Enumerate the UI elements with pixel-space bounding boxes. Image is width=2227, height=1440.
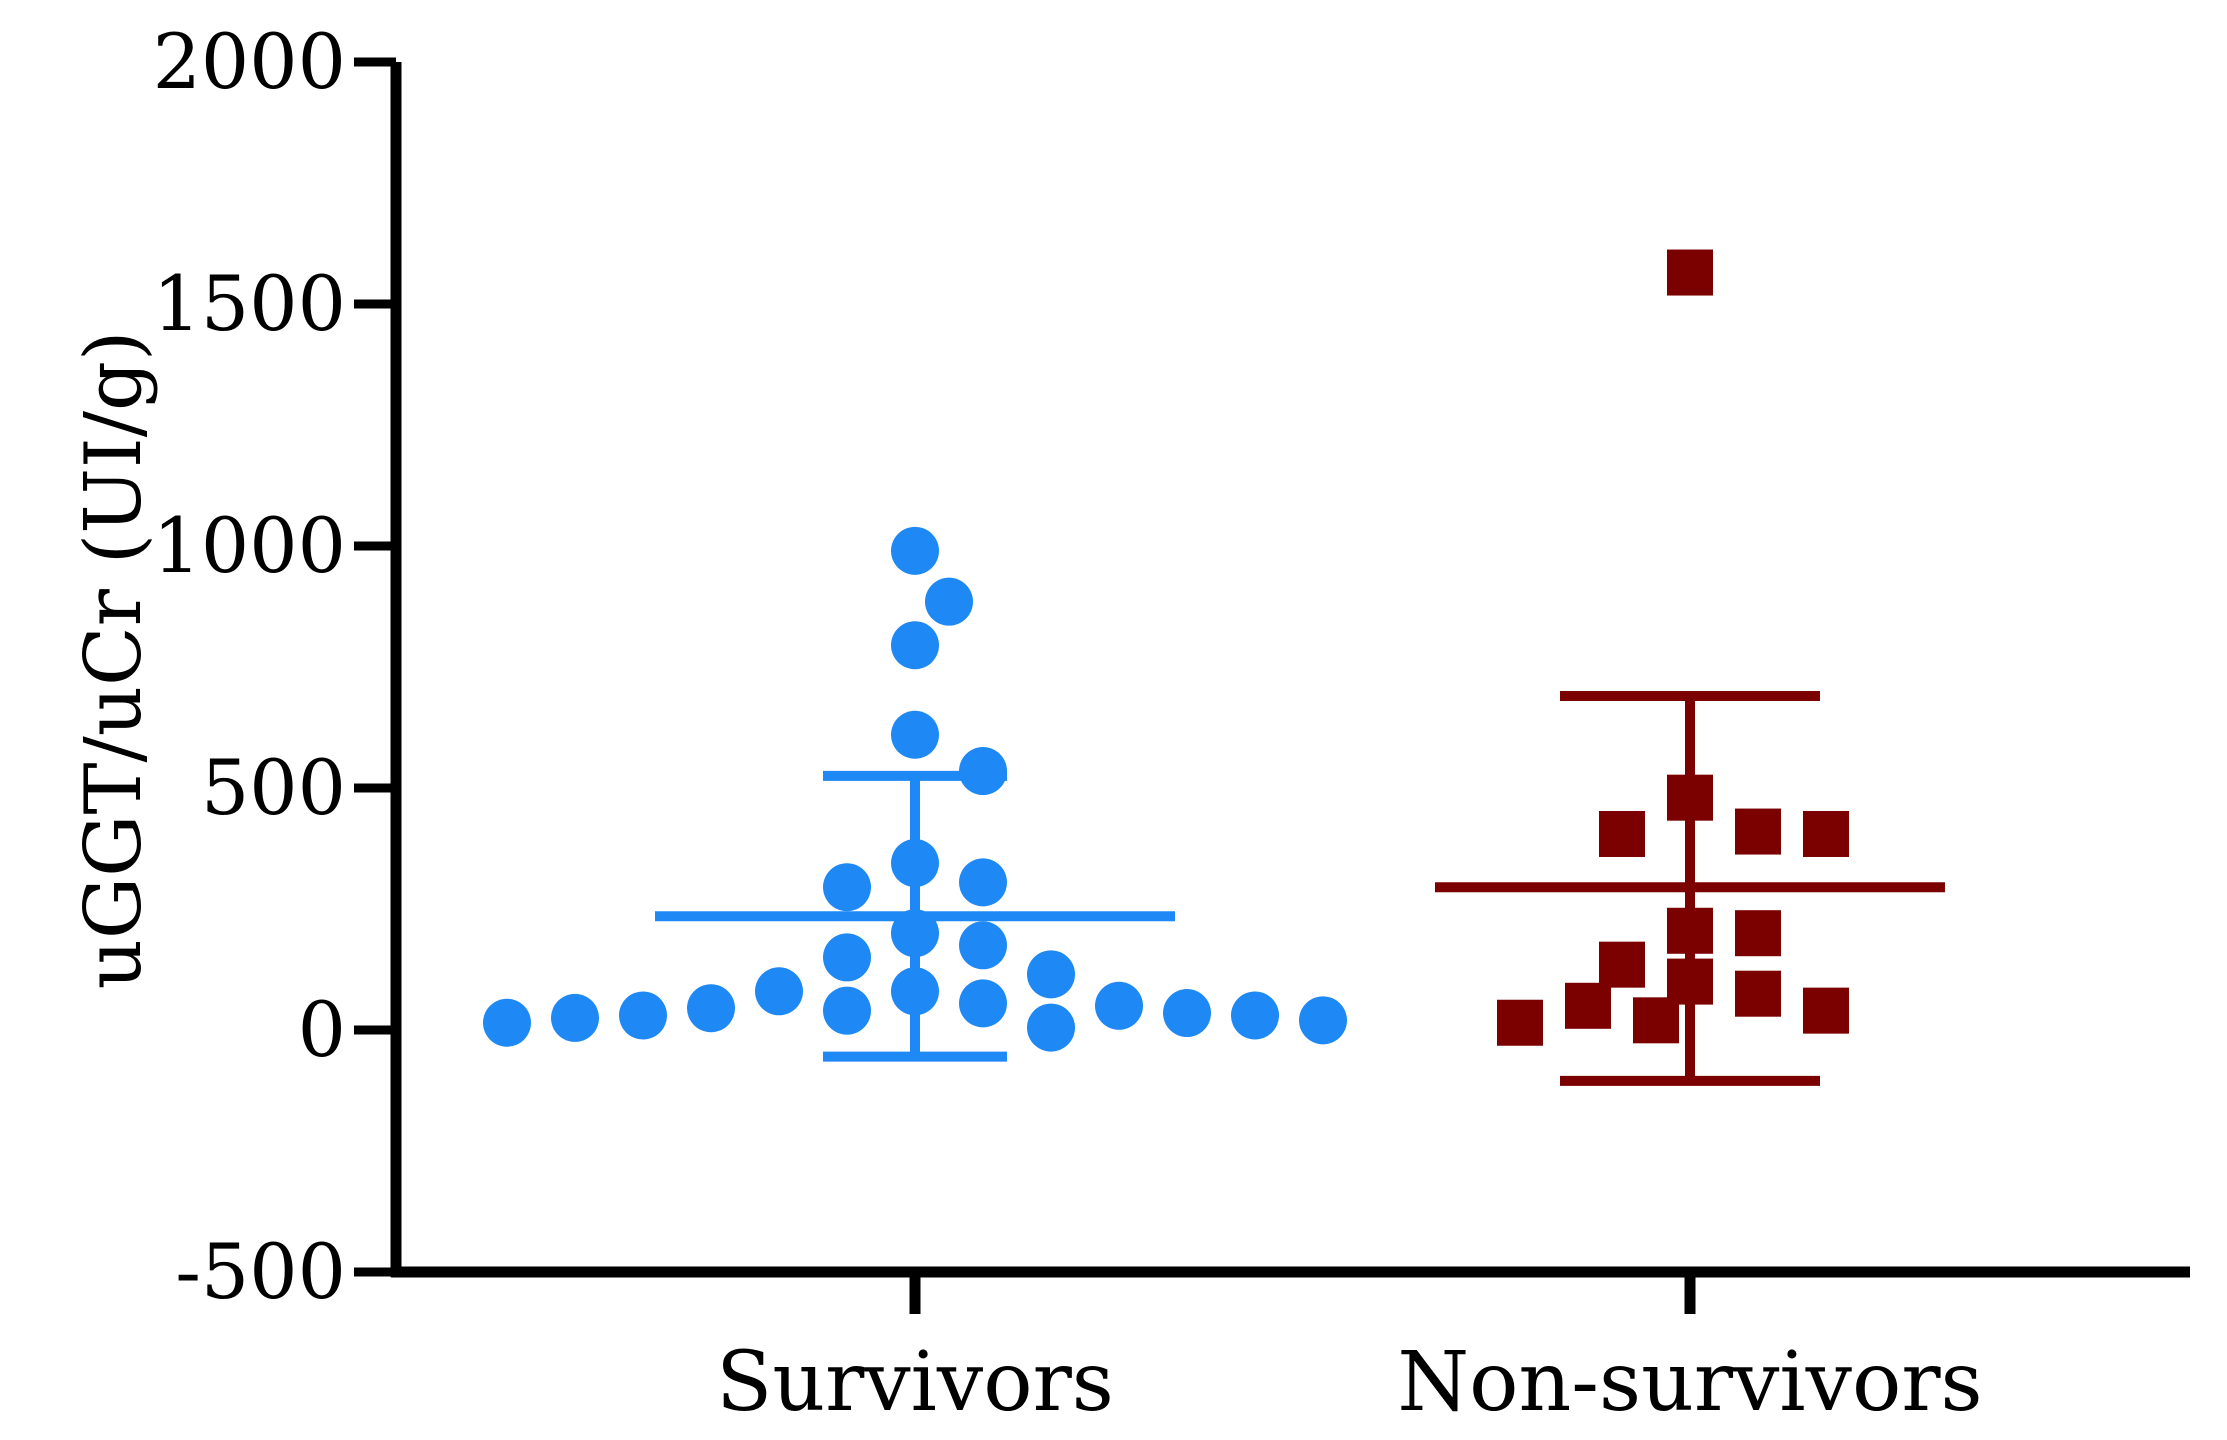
data-point	[1735, 808, 1781, 855]
series-survivors	[483, 526, 1347, 1062]
x-tick-label: Non-survivors	[1397, 1335, 1982, 1430]
axes	[390, 62, 2190, 1278]
data-point	[1633, 997, 1679, 1044]
data-point	[1803, 810, 1849, 857]
data-point	[823, 863, 871, 912]
data-point	[1667, 249, 1713, 296]
series-non-survivors	[1435, 249, 1945, 1086]
data-point	[823, 986, 871, 1035]
data-point	[1027, 1003, 1075, 1052]
data-point	[1735, 910, 1781, 957]
data-point	[891, 710, 939, 759]
y-axis-ticks: -500 0 500 1000 1500 2000	[153, 17, 396, 1316]
y-axis-title: uGGT/uCr (UI/g)	[69, 331, 159, 990]
data-point	[1565, 982, 1611, 1029]
x-axis-ticks: Survivors Non-survivors	[716, 1272, 1983, 1430]
data-point	[891, 526, 939, 575]
data-point	[1599, 941, 1645, 988]
x-tick-label: Survivors	[716, 1335, 1114, 1430]
data-point	[687, 984, 735, 1033]
data-marks	[483, 249, 1945, 1086]
data-point	[959, 979, 1007, 1028]
data-point	[1735, 970, 1781, 1017]
y-tick-label: 1000	[153, 501, 346, 590]
data-point	[959, 921, 1007, 970]
data-point	[551, 993, 599, 1042]
data-point	[823, 933, 871, 982]
data-point	[1163, 989, 1211, 1038]
data-point	[1599, 810, 1645, 857]
data-point	[483, 998, 531, 1047]
data-point	[755, 967, 803, 1016]
y-tick-label: -500	[175, 1227, 346, 1316]
data-point	[925, 577, 973, 626]
y-tick-label: 0	[298, 985, 346, 1074]
data-point	[1803, 987, 1849, 1034]
data-point	[1095, 981, 1143, 1030]
y-tick-label: 1500	[153, 259, 346, 348]
data-point	[619, 991, 667, 1040]
data-point	[891, 621, 939, 670]
y-tick-label: 500	[201, 743, 346, 832]
data-point	[959, 858, 1007, 907]
y-tick-label: 2000	[153, 17, 346, 106]
data-point	[1299, 996, 1347, 1045]
data-point	[1027, 950, 1075, 999]
data-point	[1231, 991, 1279, 1040]
data-point	[1497, 999, 1543, 1046]
